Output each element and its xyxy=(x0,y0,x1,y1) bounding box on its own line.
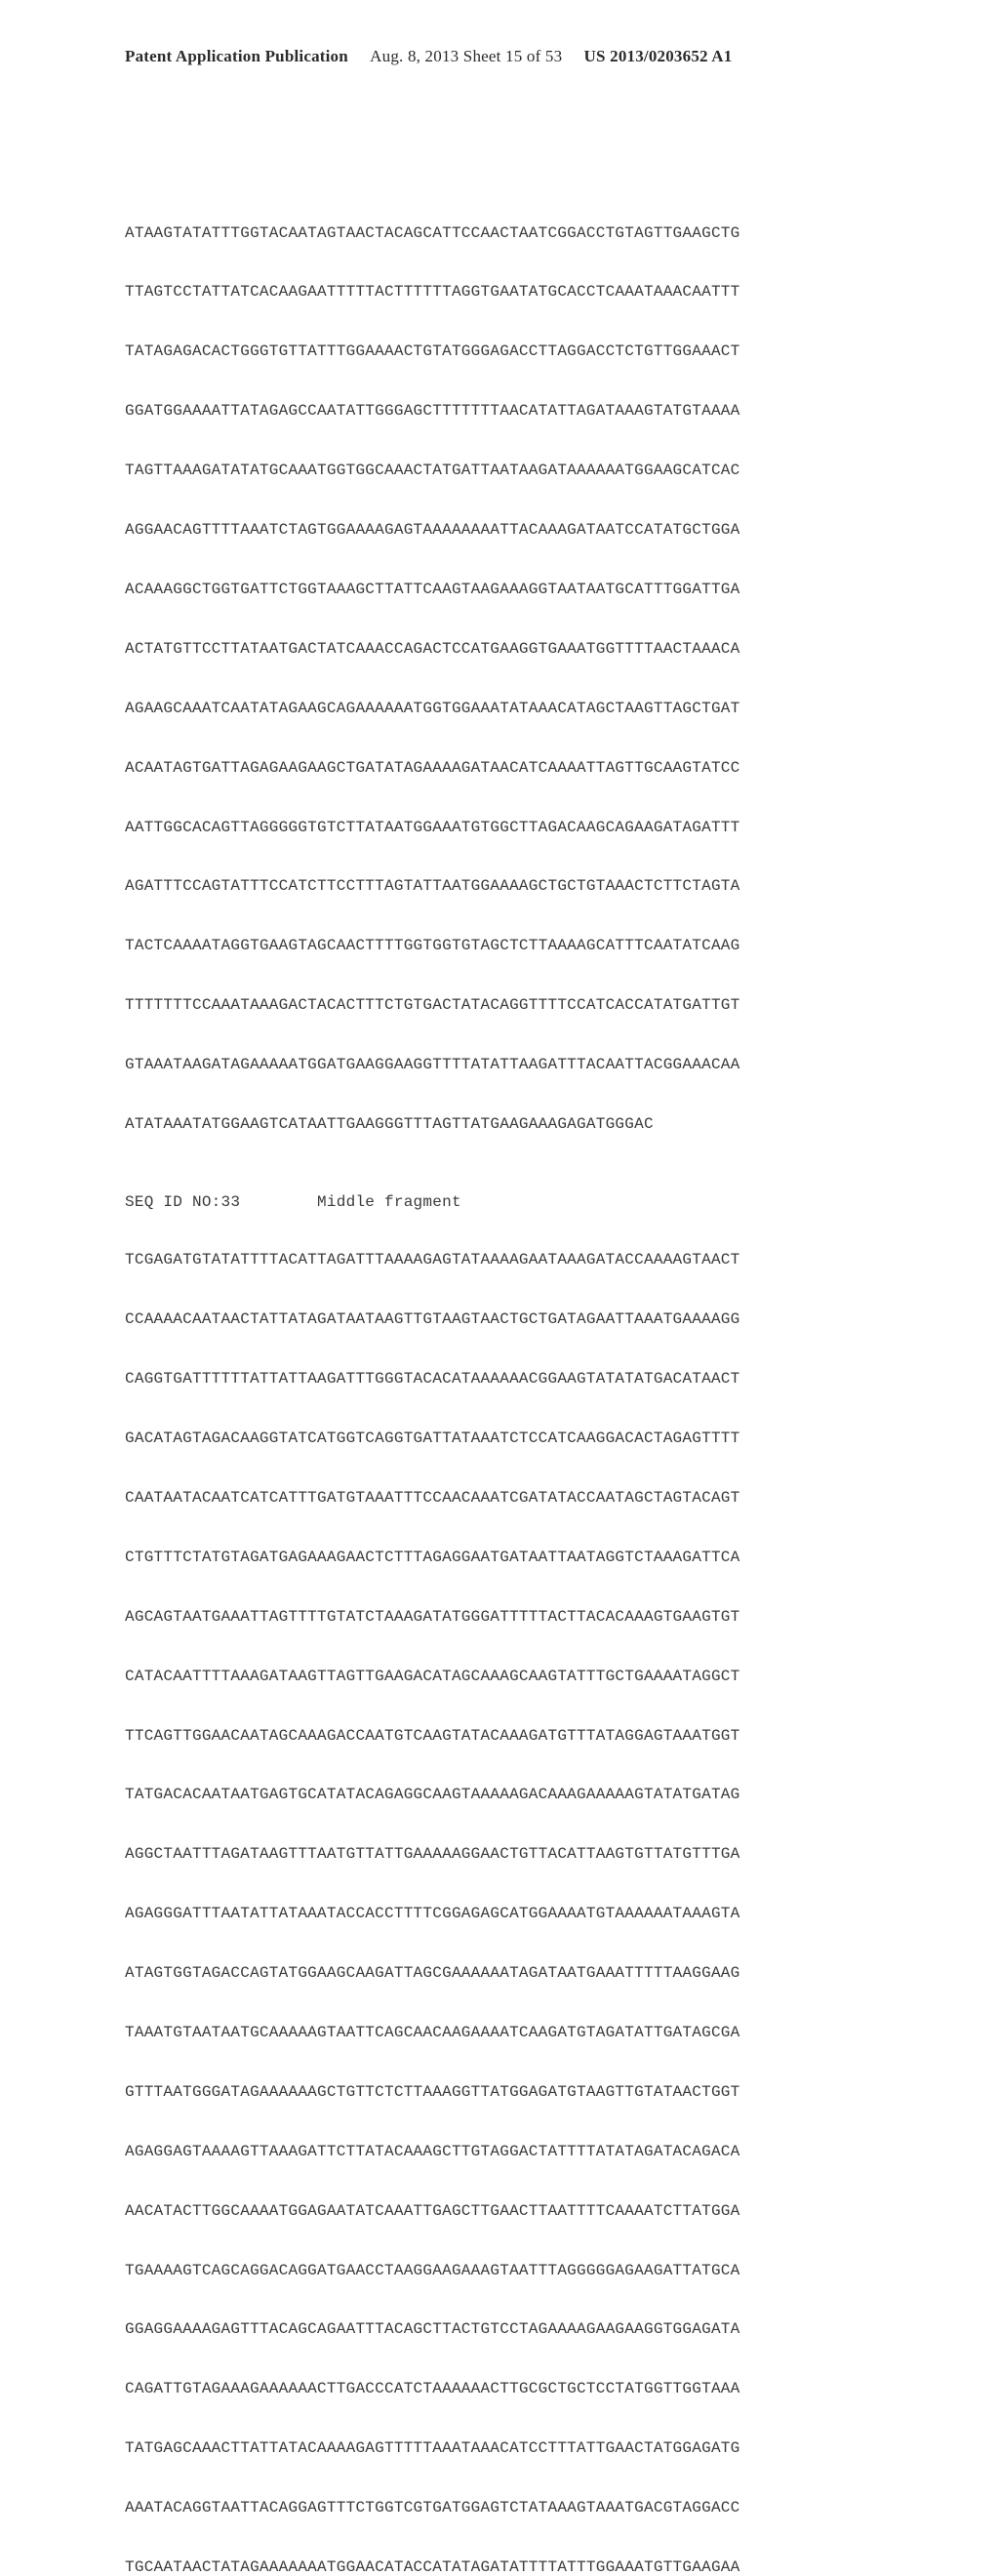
page-root: Patent Application Publication Aug. 8, 2… xyxy=(0,0,999,1288)
seq2-line: TGCAATAACTATAGAAAAAAATGGAACATACCATATAGAT… xyxy=(125,2557,911,2576)
header-gap1 xyxy=(348,47,370,65)
seq2-line: CAGGTGATTTTTTATTATTAAGATTTGGGTACACATAAAA… xyxy=(125,1369,911,1389)
seq2-line: AACATACTTGGCAAAATGGAGAATATCAAATTGAGCTTGA… xyxy=(125,2201,911,2221)
sequence-block-1: ATAAGTATATTTGGTACAATAGTAACTACAGCATTCCAAC… xyxy=(125,183,911,1174)
seq2-line: GGAGGAAAAGAGTTTACAGCAGAATTTACAGCTTACTGTC… xyxy=(125,2319,911,2339)
seq2-line: CATACAATTTTAAAGATAAGTTAGTTGAAGACATAGCAAA… xyxy=(125,1667,911,1686)
sequence-block-2: TCGAGATGTATATTTTACATTAGATTTAAAAGAGTATAAA… xyxy=(125,1211,911,2576)
seq1-line: ACTATGTTCCTTATAATGACTATCAAACCAGACTCCATGA… xyxy=(125,639,911,659)
seq2-line: GTTTAATGGGATAGAAAAAAGCTGTTCTCTTAAAGGTTAT… xyxy=(125,2082,911,2102)
seq1-line: AGATTTCCAGTATTTCCATCTTCCTTTAGTATTAATGGAA… xyxy=(125,876,911,896)
seq1-line: AGGAACAGTTTTAAATCTAGTGGAAAAGAGTAAAAAAAAT… xyxy=(125,520,911,540)
seq1-line: ACAATAGTGATTAGAGAAGAAGCTGATATAGAAAAGATAA… xyxy=(125,758,911,778)
seq1-line: AGAAGCAAATCAATATAGAAGCAGAAAAAATGGTGGAAAT… xyxy=(125,699,911,718)
seq-heading-2: SEQ ID NO:33 Middle fragment xyxy=(125,1193,911,1211)
seq2-line: AGGCTAATTTAGATAAGTTTAATGTTATTGAAAAAGGAAC… xyxy=(125,1844,911,1864)
seq2-line: CAATAATACAATCATCATTTGATGTAAATTTCCAACAAAT… xyxy=(125,1488,911,1508)
seq1-line: TTTTTTTCCAAATAAAGACTACACTTTCTGTGACTATACA… xyxy=(125,995,911,1015)
seq1-line: GGATGGAAAATTATAGAGCCAATATTGGGAGCTTTTTTTA… xyxy=(125,401,911,421)
seq2-line: TAAATGTAATAATGCAAAAAGTAATTCAGCAACAAGAAAA… xyxy=(125,2023,911,2042)
seq2-line: CCAAAACAATAACTATTATAGATAATAAGTTGTAAGTAAC… xyxy=(125,1309,911,1329)
header-middle: Aug. 8, 2013 Sheet 15 of 53 xyxy=(370,47,562,65)
page-header: Patent Application Publication Aug. 8, 2… xyxy=(125,47,911,66)
seq1-line: TACTCAAAATAGGTGAAGTAGCAACTTTTGGTGGTGTAGC… xyxy=(125,936,911,955)
seq2-line: CAGATTGTAGAAAGAAAAAACTTGACCCATCTAAAAAACT… xyxy=(125,2379,911,2398)
seq1-line: ACAAAGGCTGGTGATTCTGGTAAAGCTTATTCAAGTAAGA… xyxy=(125,580,911,599)
header-gap2 xyxy=(562,47,583,65)
seq2-line: AGAGGGATTTAATATTATAAATACCACCTTTTCGGAGAGC… xyxy=(125,1904,911,1923)
seq1-line: TAGTTAAAGATATATGCAAATGGTGGCAAACTATGATTAA… xyxy=(125,461,911,480)
seq2-line: AGCAGTAATGAAATTAGTTTTGTATCTAAAGATATGGGAT… xyxy=(125,1607,911,1627)
seq2-line: TCGAGATGTATATTTTACATTAGATTTAAAAGAGTATAAA… xyxy=(125,1250,911,1269)
seq1-line: AATTGGCACAGTTAGGGGGTGTCTTATAATGGAAATGTGG… xyxy=(125,818,911,837)
seq1-line: ATAAGTATATTTGGTACAATAGTAACTACAGCATTCCAAC… xyxy=(125,223,911,243)
seq1-line: TATAGAGACACTGGGTGTTATTTGGAAAACTGTATGGGAG… xyxy=(125,342,911,361)
seq2-line: AAATACAGGTAATTACAGGAGTTTCTGGTCGTGATGGAGT… xyxy=(125,2498,911,2517)
seq1-line: ATATAAATATGGAAGTCATAATTGAAGGGTTTAGTTATGA… xyxy=(125,1114,911,1134)
seq1-line: TTAGTCCTATTATCACAAGAATTTTTACTTTTTTAGGTGA… xyxy=(125,282,911,302)
seq2-line: GACATAGTAGACAAGGTATCATGGTCAGGTGATTATAAAT… xyxy=(125,1429,911,1448)
seq2-line: TATGAGCAAACTTATTATACAAAAGAGTTTTTAAATAAAC… xyxy=(125,2438,911,2458)
seq2-line: TGAAAAGTCAGCAGGACAGGATGAACCTAAGGAAGAAAGT… xyxy=(125,2261,911,2280)
seq2-line: CTGTTTCTATGTAGATGAGAAAGAACTCTTTAGAGGAATG… xyxy=(125,1548,911,1567)
seq2-line: TATGACACAATAATGAGTGCATATACAGAGGCAAGTAAAA… xyxy=(125,1785,911,1804)
header-left: Patent Application Publication xyxy=(125,47,348,65)
seq2-line: AGAGGAGTAAAAGTTAAAGATTCTTATACAAAGCTTGTAG… xyxy=(125,2142,911,2161)
seq2-line: ATAGTGGTAGACCAGTATGGAAGCAAGATTAGCGAAAAAA… xyxy=(125,1963,911,1983)
header-right: US 2013/0203652 A1 xyxy=(584,47,733,65)
seq2-line: TTCAGTTGGAACAATAGCAAAGACCAATGTCAAGTATACA… xyxy=(125,1726,911,1746)
seq1-line: GTAAATAAGATAGAAAAATGGATGAAGGAAGGTTTTATAT… xyxy=(125,1055,911,1074)
